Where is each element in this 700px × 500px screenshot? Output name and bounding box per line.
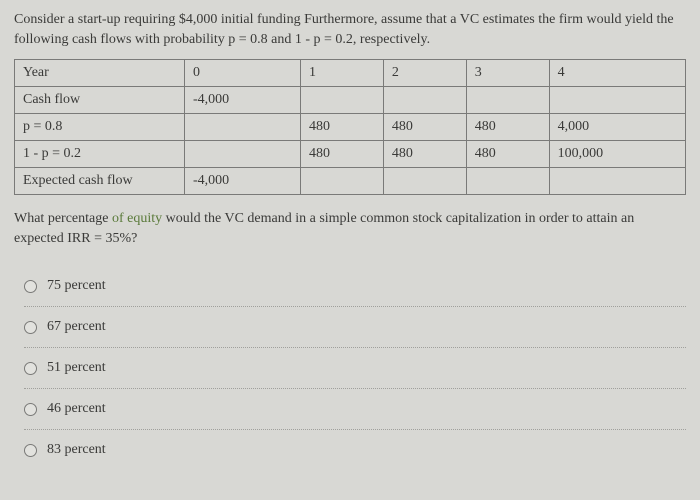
- radio-icon[interactable]: [24, 280, 37, 293]
- row-label-cell: p = 0.8: [15, 114, 185, 141]
- table-cell: -4,000: [185, 168, 301, 195]
- table-row: p = 0.8 480 480 480 4,000: [15, 114, 686, 141]
- table-row: 1 - p = 0.2 480 480 480 100,000: [15, 141, 686, 168]
- option-row[interactable]: 83 percent: [24, 430, 686, 470]
- option-row[interactable]: 75 percent: [24, 266, 686, 307]
- radio-icon[interactable]: [24, 403, 37, 416]
- header-cell: 1: [300, 60, 383, 87]
- table-cell: [549, 168, 685, 195]
- table-cell: 480: [383, 141, 466, 168]
- options-list: 75 percent 67 percent 51 percent 46 perc…: [14, 266, 686, 470]
- table-cell: [185, 114, 301, 141]
- table-header-row: Year 0 1 2 3 4: [15, 60, 686, 87]
- option-label: 83 percent: [47, 442, 106, 458]
- header-cell: 4: [549, 60, 685, 87]
- table-cell: [466, 168, 549, 195]
- option-row[interactable]: 67 percent: [24, 307, 686, 348]
- table-cell: 4,000: [549, 114, 685, 141]
- table-cell: [383, 168, 466, 195]
- row-label-cell: 1 - p = 0.2: [15, 141, 185, 168]
- header-cell: Year: [15, 60, 185, 87]
- table-cell: [383, 87, 466, 114]
- option-row[interactable]: 46 percent: [24, 389, 686, 430]
- cashflow-table: Year 0 1 2 3 4 Cash flow -4,000 p = 0.8 …: [14, 59, 686, 195]
- table-row: Cash flow -4,000: [15, 87, 686, 114]
- header-cell: 3: [466, 60, 549, 87]
- header-cell: 0: [185, 60, 301, 87]
- radio-icon[interactable]: [24, 362, 37, 375]
- table-cell: 480: [300, 141, 383, 168]
- table-cell: [549, 87, 685, 114]
- table-cell: [300, 87, 383, 114]
- option-row[interactable]: 51 percent: [24, 348, 686, 389]
- table-cell: [300, 168, 383, 195]
- option-label: 67 percent: [47, 319, 106, 335]
- table-cell: 100,000: [549, 141, 685, 168]
- problem-intro: Consider a start-up requiring $4,000 ini…: [14, 10, 686, 49]
- question-green: of equity: [112, 211, 162, 226]
- table-cell: -4,000: [185, 87, 301, 114]
- radio-icon[interactable]: [24, 321, 37, 334]
- row-label-cell: Expected cash flow: [15, 168, 185, 195]
- header-cell: 2: [383, 60, 466, 87]
- table-cell: 480: [383, 114, 466, 141]
- question-text: What percentage of equity would the VC d…: [14, 209, 686, 248]
- table-cell: [466, 87, 549, 114]
- table-cell: 480: [466, 141, 549, 168]
- radio-icon[interactable]: [24, 444, 37, 457]
- table-cell: [185, 141, 301, 168]
- option-label: 51 percent: [47, 360, 106, 376]
- question-pre: What percentage: [14, 211, 112, 226]
- table-cell: 480: [466, 114, 549, 141]
- row-label-cell: Cash flow: [15, 87, 185, 114]
- option-label: 46 percent: [47, 401, 106, 417]
- table-cell: 480: [300, 114, 383, 141]
- option-label: 75 percent: [47, 278, 106, 294]
- table-row: Expected cash flow -4,000: [15, 168, 686, 195]
